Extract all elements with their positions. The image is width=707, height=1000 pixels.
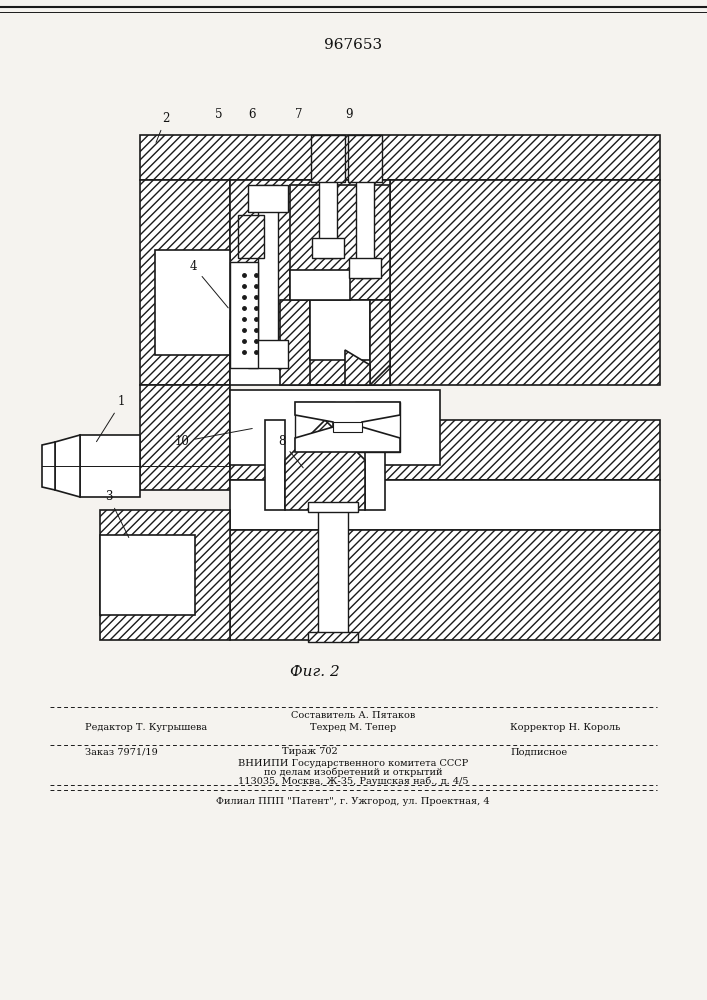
Text: 1: 1 [96,395,125,442]
Polygon shape [318,510,348,637]
Text: Составитель А. Пятаков: Составитель А. Пятаков [291,710,415,720]
Polygon shape [355,402,400,452]
Text: 2: 2 [156,112,170,142]
Polygon shape [310,350,370,385]
Text: 9: 9 [345,108,353,121]
Text: по делам изобретений и открытий: по делам изобретений и открытий [264,767,443,777]
Polygon shape [319,180,337,258]
Text: 113035, Москва, Ж-35, Раушская наб., д. 4/5: 113035, Москва, Ж-35, Раушская наб., д. … [238,776,468,786]
Text: 6: 6 [248,108,255,121]
Polygon shape [335,417,355,435]
Polygon shape [140,135,660,180]
Polygon shape [230,390,440,465]
Text: 5: 5 [215,108,223,121]
Polygon shape [308,632,358,642]
Text: Корректор Н. Король: Корректор Н. Король [510,724,620,732]
Text: 8: 8 [278,435,303,468]
Polygon shape [285,420,365,510]
Text: Тираж 702: Тираж 702 [282,748,338,756]
Polygon shape [295,402,400,452]
Polygon shape [295,402,335,452]
Text: 967653: 967653 [324,38,382,52]
Polygon shape [238,215,264,258]
Polygon shape [55,435,80,497]
Text: 3: 3 [105,490,129,538]
Polygon shape [258,185,278,365]
Polygon shape [390,180,660,385]
Polygon shape [42,442,55,490]
Text: Заказ 7971/19: Заказ 7971/19 [85,748,158,756]
Polygon shape [311,135,345,182]
Polygon shape [140,180,230,385]
Polygon shape [280,300,310,385]
Polygon shape [290,185,390,300]
Polygon shape [310,300,370,360]
Polygon shape [333,422,362,432]
Text: ВНИИПИ Государственного комитета СССР: ВНИИПИ Государственного комитета СССР [238,758,468,768]
Polygon shape [349,258,381,278]
Polygon shape [140,385,230,490]
Polygon shape [230,420,660,480]
Polygon shape [290,270,350,300]
Text: 10: 10 [175,429,252,448]
Polygon shape [230,530,660,640]
Polygon shape [248,185,288,212]
Text: Редактор Т. Кугрышева: Редактор Т. Кугрышева [85,724,207,732]
Text: Техред М. Тепер: Техред М. Тепер [310,724,396,732]
Polygon shape [265,420,285,510]
Polygon shape [80,435,140,497]
Text: 4: 4 [190,260,228,308]
Text: 7: 7 [295,108,303,121]
Polygon shape [356,180,374,278]
Polygon shape [312,238,344,258]
Polygon shape [370,300,390,385]
Polygon shape [365,430,385,510]
Polygon shape [248,340,288,368]
Polygon shape [310,365,390,385]
Polygon shape [100,510,230,640]
Polygon shape [100,535,195,615]
Polygon shape [230,262,258,368]
Polygon shape [348,135,382,182]
Polygon shape [230,180,390,385]
Text: Фиг. 2: Фиг. 2 [290,665,340,679]
Text: Филиал ППП "Патент", г. Ужгород, ул. Проектная, 4: Филиал ППП "Патент", г. Ужгород, ул. Про… [216,798,490,806]
Polygon shape [230,320,295,385]
Polygon shape [155,250,230,355]
Polygon shape [308,502,358,512]
Polygon shape [230,480,660,530]
Text: Подписное: Подписное [510,748,567,756]
